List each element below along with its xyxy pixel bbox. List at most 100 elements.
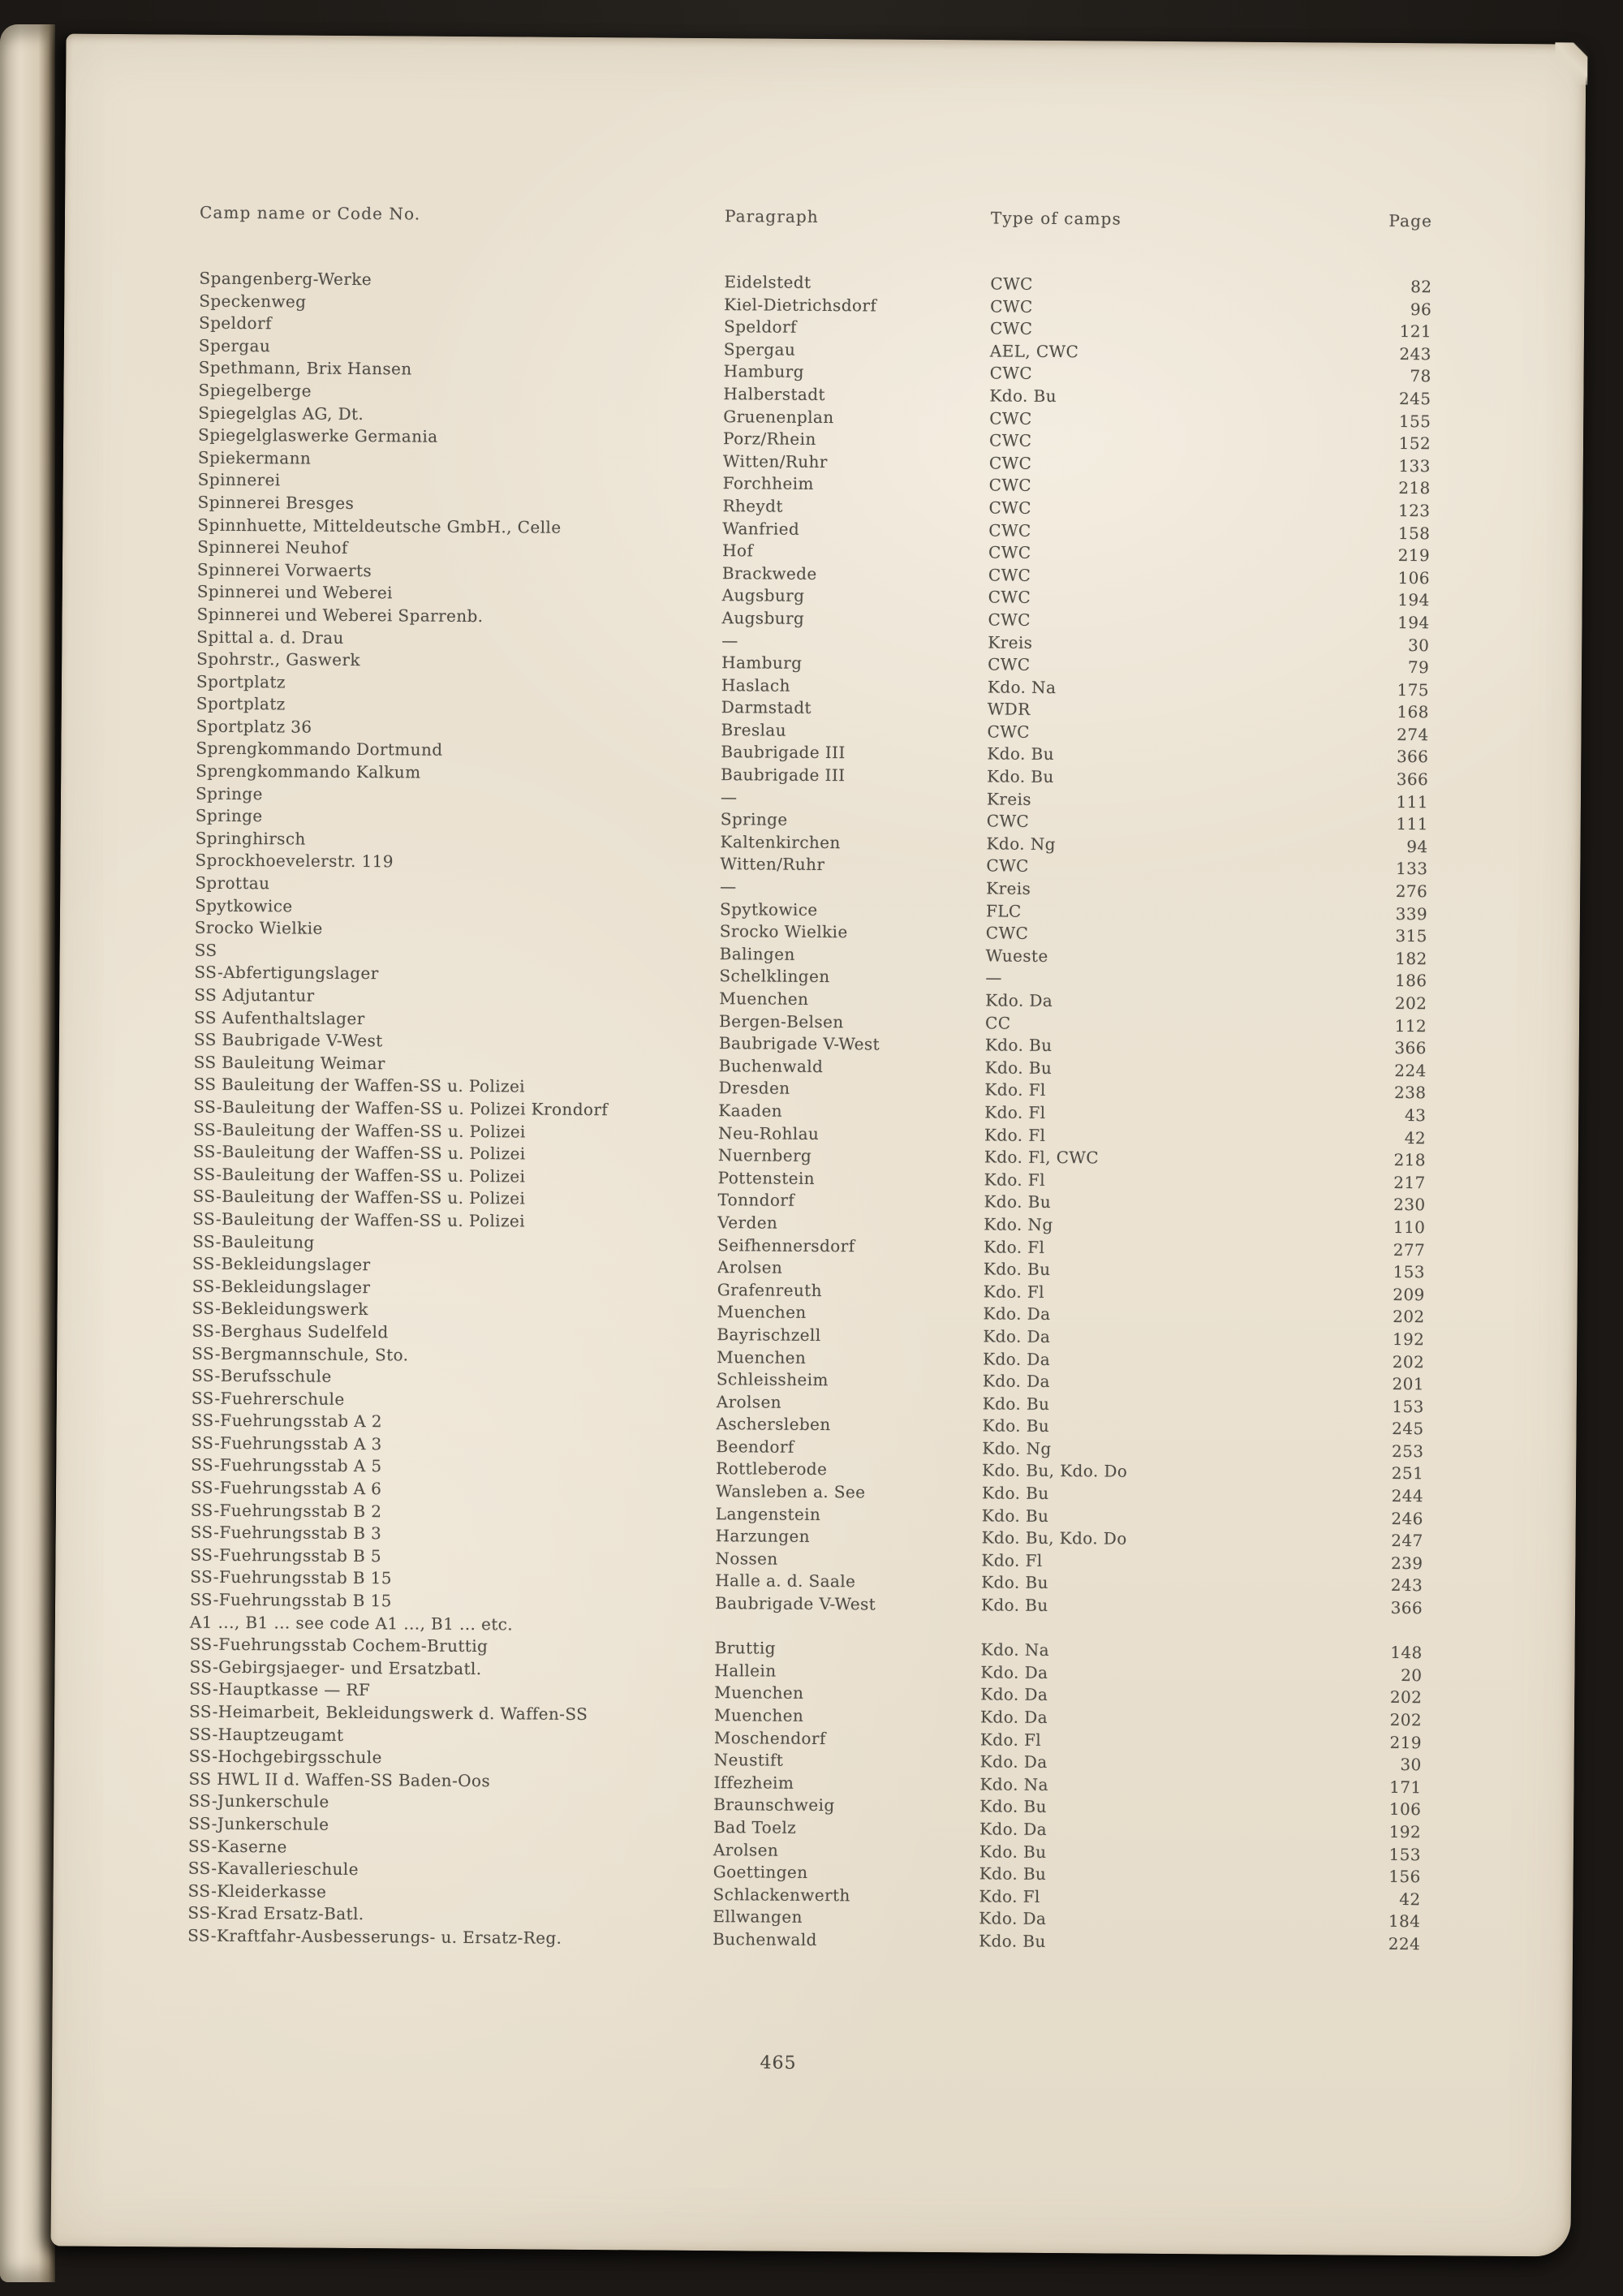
cell-paragraph: Muenchen (719, 989, 809, 1009)
header-type-of-camps: Type of camps (990, 208, 1121, 229)
cell-paragraph: Srocko Wielkie (719, 921, 848, 942)
cell-type-of-camps: Kdo. Fl (984, 1236, 1045, 1257)
cell-paragraph: Moschendorf (713, 1727, 826, 1748)
cell-page: 315 (1395, 926, 1427, 946)
cell-paragraph: Nossen (715, 1548, 778, 1569)
cell-type-of-camps: Kdo. Fl (979, 1730, 1042, 1750)
cell-page: 168 (1397, 702, 1429, 722)
cell-paragraph: Spytkowice (719, 898, 818, 920)
cell-type-of-camps: Kdo. Da (979, 1819, 1048, 1839)
cell-type-of-camps: Kdo. Fl (981, 1550, 1043, 1570)
camp-index-table: Camp name or Code No. Paragraph Type of … (187, 201, 1432, 1956)
cell-paragraph: Braunschweig (713, 1794, 835, 1816)
cell-page: 276 (1395, 881, 1428, 902)
cell-paragraph: Rottleberode (716, 1458, 828, 1480)
cell-page: 133 (1398, 455, 1431, 476)
cell-paragraph: Baubrigade V-West (714, 1593, 876, 1614)
cell-type-of-camps: CWC (989, 363, 1033, 384)
cell-camp-name: SS-Kraftfahr-Ausbesserungs- u. Ersatz-Re… (187, 1925, 562, 1948)
cell-page: 152 (1398, 433, 1431, 454)
cell-paragraph: Kaltenkirchen (720, 831, 841, 853)
cell-type-of-camps: Kdo. Bu, Kdo. Do (981, 1527, 1127, 1549)
cell-paragraph: Schleissheim (716, 1369, 829, 1390)
cell-type-of-camps: — (985, 967, 1002, 988)
cell-page: 224 (1388, 1933, 1421, 1954)
cell-paragraph: Eidelstedt (724, 272, 812, 292)
cell-paragraph: Buchenwald (718, 1055, 824, 1076)
cell-page: 79 (1407, 657, 1430, 678)
cell-page: 121 (1399, 321, 1432, 342)
cell-page: 111 (1396, 814, 1428, 834)
cell-type-of-camps: Kreis (988, 631, 1033, 653)
cell-type-of-camps: CWC (986, 855, 1029, 877)
cell-page: 171 (1389, 1777, 1422, 1797)
cell-page: 277 (1393, 1239, 1426, 1260)
header-camp-name: Camp name or Code No. (199, 202, 421, 224)
cell-page: 194 (1397, 612, 1430, 633)
cell-type-of-camps: Kreis (986, 789, 1032, 809)
cell-paragraph: Witten/Ruhr (722, 450, 828, 472)
page-number: 465 (760, 2053, 797, 2074)
cell-type-of-camps: Kdo. Da (983, 1303, 1051, 1325)
cell-page: 110 (1393, 1217, 1426, 1238)
cell-page: 219 (1389, 1732, 1422, 1752)
cell-type-of-camps: Kdo. Bu (983, 1259, 1051, 1280)
cell-type-of-camps: Kdo. Ng (982, 1438, 1052, 1458)
cell-paragraph: — (720, 786, 738, 807)
cell-page: 42 (1404, 1127, 1427, 1148)
cell-paragraph: Muenchen (717, 1346, 807, 1368)
cell-page: 217 (1393, 1172, 1426, 1192)
cell-page (1305, 1619, 1423, 1643)
cell-type-of-camps: CWC (988, 654, 1031, 674)
cell-type-of-camps: WDR (987, 699, 1031, 720)
cell-type-of-camps: CWC (988, 475, 1032, 496)
cell-paragraph: Halle a. d. Saale (715, 1570, 856, 1592)
cell-paragraph: Seifhennersdorf (717, 1234, 855, 1256)
cell-type-of-camps: Kreis (986, 878, 1031, 898)
cell-type-of-camps: FLC (985, 901, 1022, 921)
cell-type-of-camps: Kdo. Fl (984, 1170, 1046, 1190)
cell-type-of-camps: CC (984, 1013, 1011, 1033)
cell-paragraph: Forchheim (722, 473, 814, 494)
cell-paragraph: Schelklingen (719, 966, 830, 987)
cell-paragraph: Baubrigade III (721, 742, 846, 763)
cell-page: 158 (1397, 523, 1431, 543)
cell-type-of-camps: Kdo. Na (980, 1639, 1050, 1661)
cell-paragraph: Brackwede (721, 562, 817, 584)
cell-type-of-camps: Kdo. Bu (984, 1058, 1053, 1078)
cell-page: 182 (1395, 948, 1427, 969)
cell-page: 148 (1390, 1643, 1423, 1663)
cell-page: 366 (1396, 747, 1429, 767)
cell-page: 366 (1394, 1038, 1427, 1058)
cell-paragraph: Spergau (723, 338, 796, 360)
cell-page: 30 (1407, 635, 1430, 655)
cell-page: 106 (1397, 567, 1430, 588)
cell-type-of-camps: Kdo. Fl, CWC (984, 1147, 1100, 1168)
cell-page: 238 (1394, 1083, 1427, 1103)
cell-page: 175 (1397, 679, 1430, 700)
cell-type-of-camps: CWC (985, 923, 1029, 944)
cell-paragraph: Bayrischzell (717, 1325, 821, 1345)
cell-type-of-camps: Kdo. Bu (982, 1415, 1050, 1437)
cell-type-of-camps: CWC (990, 296, 1033, 317)
cell-paragraph: Muenchen (714, 1705, 804, 1725)
cell-page: 192 (1388, 1821, 1422, 1842)
table-body: Spangenberg-Werke Eidelstedt CWC 82 Speckenw… (187, 268, 1431, 1956)
cell-paragraph: Bruttig (714, 1638, 776, 1658)
cell-page: 153 (1388, 1844, 1422, 1864)
cell-paragraph: Harzungen (715, 1526, 811, 1547)
cell-type-of-camps: Kdo. Bu (980, 1595, 1048, 1616)
cell-page: 202 (1392, 1351, 1425, 1372)
cell-page: 201 (1392, 1374, 1425, 1394)
book-page: Camp name or Code No. Paragraph Type of … (50, 33, 1588, 2257)
cell-paragraph: Iffezheim (713, 1772, 794, 1793)
cell-type-of-camps: Kdo. Bu (981, 1506, 1049, 1526)
cell-paragraph: Langenstein (715, 1503, 821, 1524)
cell-type-of-camps: Kdo. Da (979, 1751, 1048, 1773)
cell-paragraph: Springe (720, 809, 788, 829)
cell-type-of-camps: CWC (988, 610, 1031, 630)
cell-paragraph: Balingen (719, 943, 795, 964)
cell-type-of-camps: CWC (987, 722, 1031, 742)
cell-page: 123 (1398, 500, 1431, 521)
